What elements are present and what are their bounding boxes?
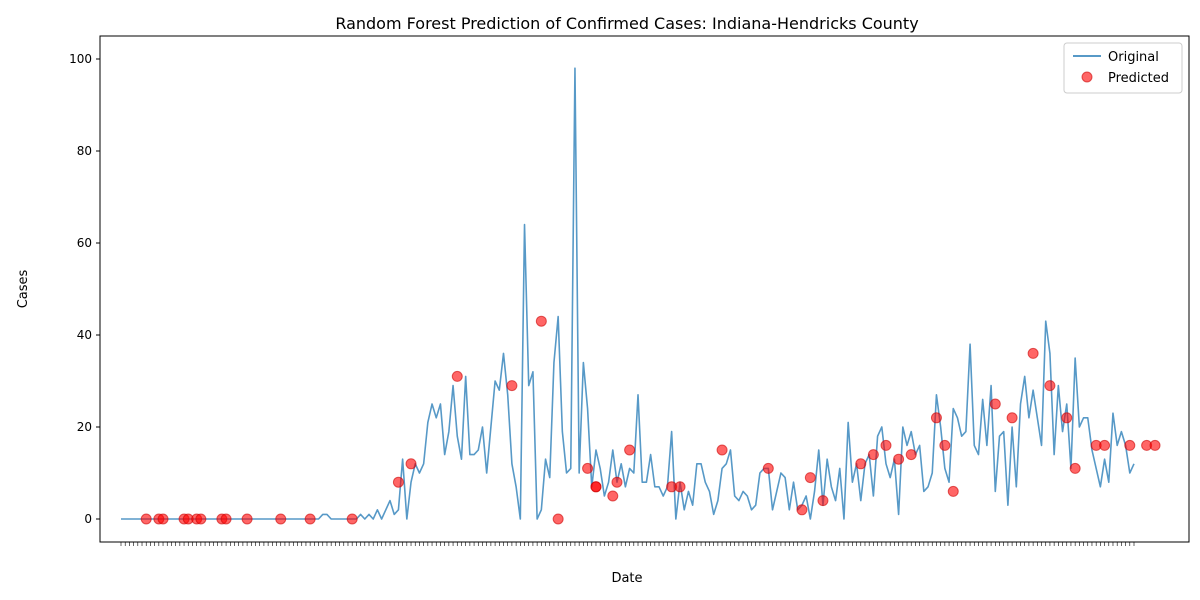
- y-tick-label: 60: [77, 236, 92, 250]
- predicted-point: [624, 444, 636, 456]
- x-axis: [120, 542, 1135, 546]
- predicted-point: [451, 370, 463, 382]
- y-tick-label: 100: [69, 52, 92, 66]
- predicted-point: [804, 472, 816, 484]
- predicted-point: [893, 453, 905, 465]
- y-tick-label: 80: [77, 144, 92, 158]
- predicted-point: [1149, 439, 1161, 451]
- predicted-point: [582, 462, 594, 474]
- predicted-point: [241, 513, 253, 525]
- y-axis-label: Cases: [16, 269, 31, 308]
- predicted-point: [947, 485, 959, 497]
- axes-frame: [99, 35, 1190, 543]
- legend-predicted-swatch: [1081, 71, 1093, 83]
- predicted-point: [1061, 412, 1073, 424]
- predicted-point: [880, 439, 892, 451]
- predicted-point: [304, 513, 316, 525]
- original-series-line: [121, 67, 1135, 520]
- predicted-point: [275, 513, 287, 525]
- predicted-point: [1069, 462, 1081, 474]
- legend: Original Predicted: [1063, 42, 1183, 94]
- predicted-point: [1006, 412, 1018, 424]
- predicted-point: [989, 398, 1001, 410]
- predicted-point: [855, 458, 867, 470]
- predicted-point: [157, 513, 169, 525]
- legend-predicted-label: Predicted: [1108, 71, 1169, 86]
- predicted-point: [1124, 439, 1136, 451]
- predicted-point: [392, 476, 404, 488]
- predicted-point: [195, 513, 207, 525]
- y-tick-label: 0: [84, 512, 92, 526]
- predicted-point: [1099, 439, 1111, 451]
- y-tick-label: 40: [77, 328, 92, 342]
- predicted-point: [405, 458, 417, 470]
- y-tick-label: 20: [77, 420, 92, 434]
- chart-title: Random Forest Prediction of Confirmed Ca…: [335, 14, 918, 33]
- predicted-point: [552, 513, 564, 525]
- predicted-point: [220, 513, 232, 525]
- x-axis-label: Date: [611, 571, 642, 586]
- predicted-point: [506, 380, 518, 392]
- predicted-point: [1044, 380, 1056, 392]
- predicted-point: [346, 513, 358, 525]
- predicted-point: [590, 481, 602, 493]
- y-axis: 0 20 40 60 80 100: [69, 52, 100, 526]
- predicted-point: [867, 449, 879, 461]
- predicted-point: [817, 495, 829, 507]
- predicted-point: [674, 481, 686, 493]
- predicted-point: [607, 490, 619, 502]
- predicted-point: [905, 449, 917, 461]
- predicted-point: [939, 439, 951, 451]
- predicted-point: [796, 504, 808, 516]
- predicted-point: [716, 444, 728, 456]
- predicted-point: [762, 462, 774, 474]
- predicted-point: [535, 315, 547, 327]
- plot-area: [121, 67, 1161, 525]
- predicted-point: [1027, 347, 1039, 359]
- predicted-point: [930, 412, 942, 424]
- predicted-point: [140, 513, 152, 525]
- predicted-point: [611, 476, 623, 488]
- legend-original-label: Original: [1108, 50, 1159, 65]
